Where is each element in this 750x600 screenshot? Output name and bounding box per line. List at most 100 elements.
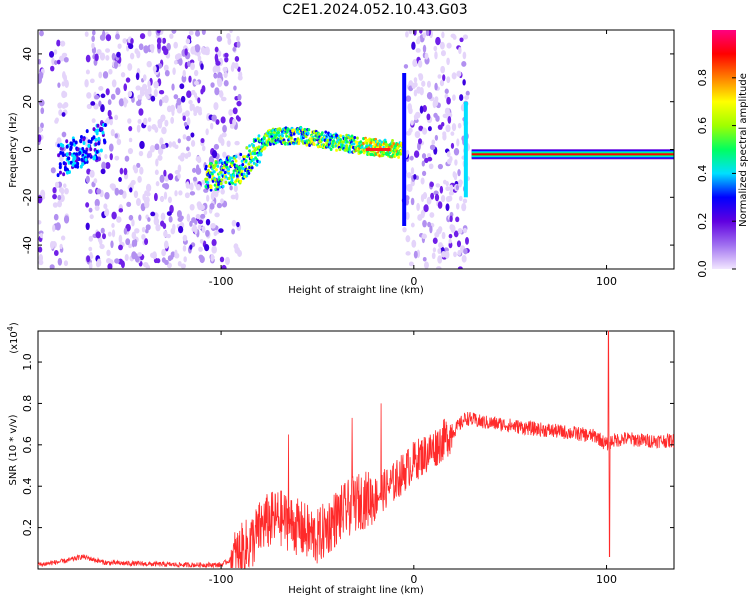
- spectrogram-signal-blob: [233, 182, 237, 186]
- spectrogram-noise-blob: [446, 151, 451, 158]
- spectrogram-x-ticks: -100 0 100: [209, 30, 617, 288]
- spectrogram-noise-blob: [200, 46, 206, 55]
- spectrogram-noise-blob: [435, 266, 442, 269]
- spectrogram-noise-blob: [236, 35, 240, 42]
- spectrogram-noise-blob: [39, 232, 44, 239]
- spectrogram-noise-blob: [139, 33, 146, 40]
- spectrogram-noise-blob: [88, 189, 93, 195]
- spectrogram-noise-blob: [433, 45, 438, 52]
- spectrogram-noise-blob: [446, 57, 450, 66]
- spectrogram-signal-blob: [59, 142, 63, 147]
- spectrogram-noise-blob: [224, 56, 229, 63]
- spectrogram-noise-blob: [125, 238, 131, 246]
- spectrogram-noise-blob: [190, 132, 195, 138]
- spectrogram-noise-blob: [461, 203, 467, 212]
- spectrogram-noise-blob: [96, 48, 102, 55]
- spectrogram-noise-blob: [445, 186, 450, 192]
- spectrogram-noise-blob: [60, 235, 66, 241]
- spectrogram-noise-blob: [232, 107, 238, 115]
- spectrogram-noise-blob: [456, 138, 460, 147]
- spectrogram-signal-blob: [238, 168, 241, 172]
- spectrogram-signal-blob: [230, 163, 234, 168]
- spectrogram-noise-blob: [426, 113, 431, 121]
- spectrogram-noise-blob: [127, 147, 134, 155]
- colorbar-tick-label: 0.8: [696, 69, 709, 87]
- spectrogram-noise-blob: [205, 128, 209, 136]
- spectrogram-plot: -100 0 100 -40 -20 0 20 40 Height of straight …: [8, 29, 675, 296]
- spectrogram-signal-blob: [250, 166, 254, 170]
- spectrogram-noise-blob: [57, 194, 62, 201]
- spectrogram-noise-blob: [149, 43, 155, 52]
- spectrogram-noise-blob: [107, 263, 113, 269]
- spectrogram-noise-blob: [107, 99, 112, 106]
- spectrogram-noise-blob: [439, 185, 444, 194]
- spectrogram-noise-blob: [108, 68, 113, 75]
- spectrogram-signal-blob: [365, 141, 369, 145]
- spectrogram-noise-blob: [174, 249, 178, 256]
- spectrogram-noise-blob: [53, 249, 59, 256]
- spectrogram-signal-blob: [324, 130, 328, 134]
- spectrogram-noise-blob: [147, 86, 152, 95]
- spectrogram-noise-blob: [150, 95, 156, 102]
- spectrogram-noise-blob: [142, 193, 146, 201]
- spectrogram-noise-blob: [90, 101, 96, 106]
- spectrogram-noise-blob: [106, 257, 112, 264]
- spectrogram-noise-blob: [116, 216, 122, 223]
- spectrogram-noise-blob: [457, 122, 462, 129]
- spectrogram-noise-blob: [444, 88, 449, 94]
- spectrogram-noise-blob: [414, 111, 421, 119]
- spectrogram-noise-blob: [193, 107, 198, 114]
- spectrogram-noise-blob: [410, 120, 414, 126]
- spectrogram-noise-blob: [89, 254, 94, 260]
- spectrogram-noise-blob: [86, 255, 91, 263]
- spectrogram-noise-blob: [187, 151, 192, 158]
- spectrogram-noise-blob: [457, 249, 462, 256]
- spectrogram-noise-blob: [157, 147, 164, 156]
- spectrogram-signal-blob: [240, 159, 244, 163]
- spectrogram-noise-blob: [187, 60, 191, 68]
- spectrogram-noise-blob: [100, 227, 105, 234]
- spectrogram-noise-blob: [449, 215, 453, 223]
- spectrogram-noise-blob: [223, 80, 229, 87]
- spectrogram-signal-blob: [397, 144, 401, 148]
- spectrogram-noise-blob: [225, 256, 230, 266]
- spectrogram-noise-blob: [216, 77, 223, 85]
- spectrogram-noise-blob: [213, 73, 218, 79]
- spectrogram-signal-blob: [245, 146, 249, 150]
- spectrogram-noise-blob: [173, 94, 179, 100]
- spectrogram-noise-blob: [219, 91, 224, 97]
- spectrogram-noise-blob: [177, 173, 181, 180]
- spectrogram-noise-blob: [123, 97, 127, 103]
- spectrogram-noise-blob: [130, 37, 134, 45]
- spectrogram-noise-blob: [182, 245, 187, 252]
- spectrogram-noise-blob: [52, 186, 57, 194]
- spectrogram-signal-blob: [312, 142, 316, 147]
- spectrogram-noise-blob: [139, 166, 144, 175]
- spectrogram-noise-blob: [108, 143, 114, 152]
- spectrogram-noise-blob: [111, 211, 117, 220]
- spectrogram-noise-blob: [142, 262, 149, 268]
- spectrogram-noise-blob: [89, 78, 95, 84]
- spectrogram-noise-blob: [111, 229, 116, 238]
- spectrogram-noise-blob: [221, 132, 227, 138]
- spectrogram-noise-blob: [193, 69, 199, 77]
- spectrogram-noise-blob: [118, 234, 123, 244]
- spectrogram-signal-blob: [92, 127, 96, 132]
- spectrogram-noise-blob: [128, 125, 133, 132]
- spectrogram-noise-blob: [40, 122, 44, 129]
- spectrogram-noise-blob: [231, 219, 237, 227]
- spectrogram-signal-blob: [58, 162, 62, 167]
- snr-x-tick-label: 100: [596, 573, 617, 586]
- spectrogram-noise-blob: [462, 79, 466, 86]
- spectrogram-noise-blob: [408, 30, 413, 35]
- spectrogram-noise-blob: [459, 94, 464, 101]
- spectrogram-signal-blob: [261, 139, 265, 143]
- spectrogram-noise-blob: [185, 181, 190, 189]
- spectrogram-noise-blob: [61, 112, 66, 117]
- spectrogram-noise-blob: [215, 119, 220, 125]
- spectrogram-signal-blob: [65, 170, 69, 175]
- spectrogram-signal-blob: [206, 168, 210, 173]
- spectrogram-noise-blob: [105, 88, 110, 96]
- spectrogram-noise-blob: [153, 89, 158, 98]
- spectrogram-noise-blob: [89, 169, 95, 178]
